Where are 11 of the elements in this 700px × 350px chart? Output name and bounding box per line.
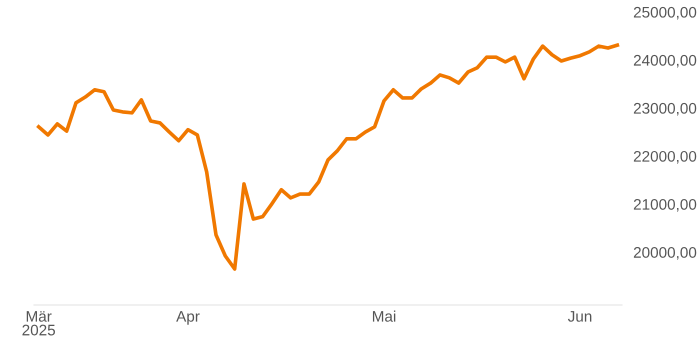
y-tick-label: 25000,00: [634, 6, 696, 20]
y-tick-label: 21000,00: [634, 199, 696, 212]
x-tick-label: Apr: [176, 311, 200, 325]
line-series: [36, 43, 620, 271]
x-tick-label: Mär 2025: [22, 311, 56, 336]
y-tick-label: 20000,00: [634, 247, 696, 260]
x-tick-label: Jun: [568, 311, 592, 322]
x-tick-label: Mai: [372, 310, 396, 322]
y-tick-label: 23000,00: [634, 102, 696, 116]
y-tick-label: 22000,00: [634, 150, 696, 164]
y-tick-label: 24000,00: [634, 54, 696, 68]
